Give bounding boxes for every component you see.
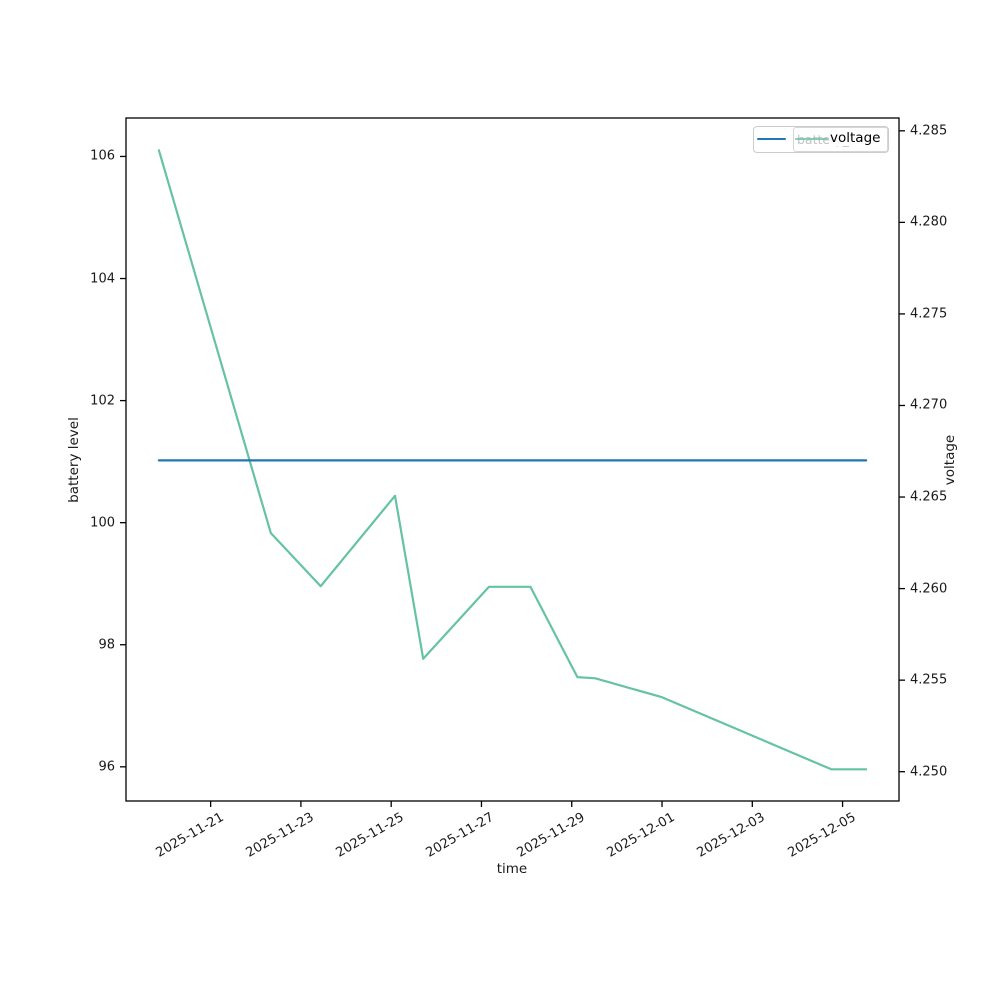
y-right-tick-label: 4.275 — [910, 306, 948, 322]
legend-battery-frame — [793, 127, 888, 152]
y-right-tick-label: 4.280 — [910, 214, 948, 230]
y-left-tick-label: 102 — [90, 393, 115, 409]
y-right-tick-label: 4.270 — [910, 397, 948, 413]
y-left-tick-label: 100 — [90, 515, 115, 531]
y-right-axis-label: voltage — [942, 434, 958, 486]
y-left-tick-label: 98 — [98, 637, 115, 653]
y-left-axis-label: battery level — [66, 417, 82, 503]
y-right-tick-label: 4.250 — [910, 764, 948, 780]
y-right-tick-label: 4.285 — [910, 123, 948, 139]
y-right-tick-label: 4.255 — [910, 672, 948, 688]
voltage-line-sample-icon — [757, 138, 786, 141]
y-right-tick-label: 4.260 — [910, 581, 948, 597]
legend-voltage-label: voltage — [829, 130, 882, 146]
y-left-tick-label: 104 — [90, 271, 115, 287]
y-left-tick-label: 106 — [90, 148, 115, 164]
battery-line-sample-icon — [795, 138, 828, 141]
x-axis-label: time — [496, 861, 528, 877]
y-left-tick-label: 96 — [98, 759, 115, 775]
y-right-tick-label: 4.265 — [910, 489, 948, 505]
